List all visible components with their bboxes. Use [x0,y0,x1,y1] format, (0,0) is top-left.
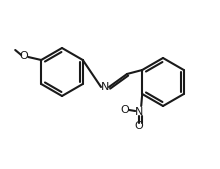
Text: O: O [20,51,29,61]
Text: O: O [121,105,130,115]
Text: N: N [101,82,109,92]
Text: O: O [135,121,144,131]
Text: N: N [135,107,143,117]
